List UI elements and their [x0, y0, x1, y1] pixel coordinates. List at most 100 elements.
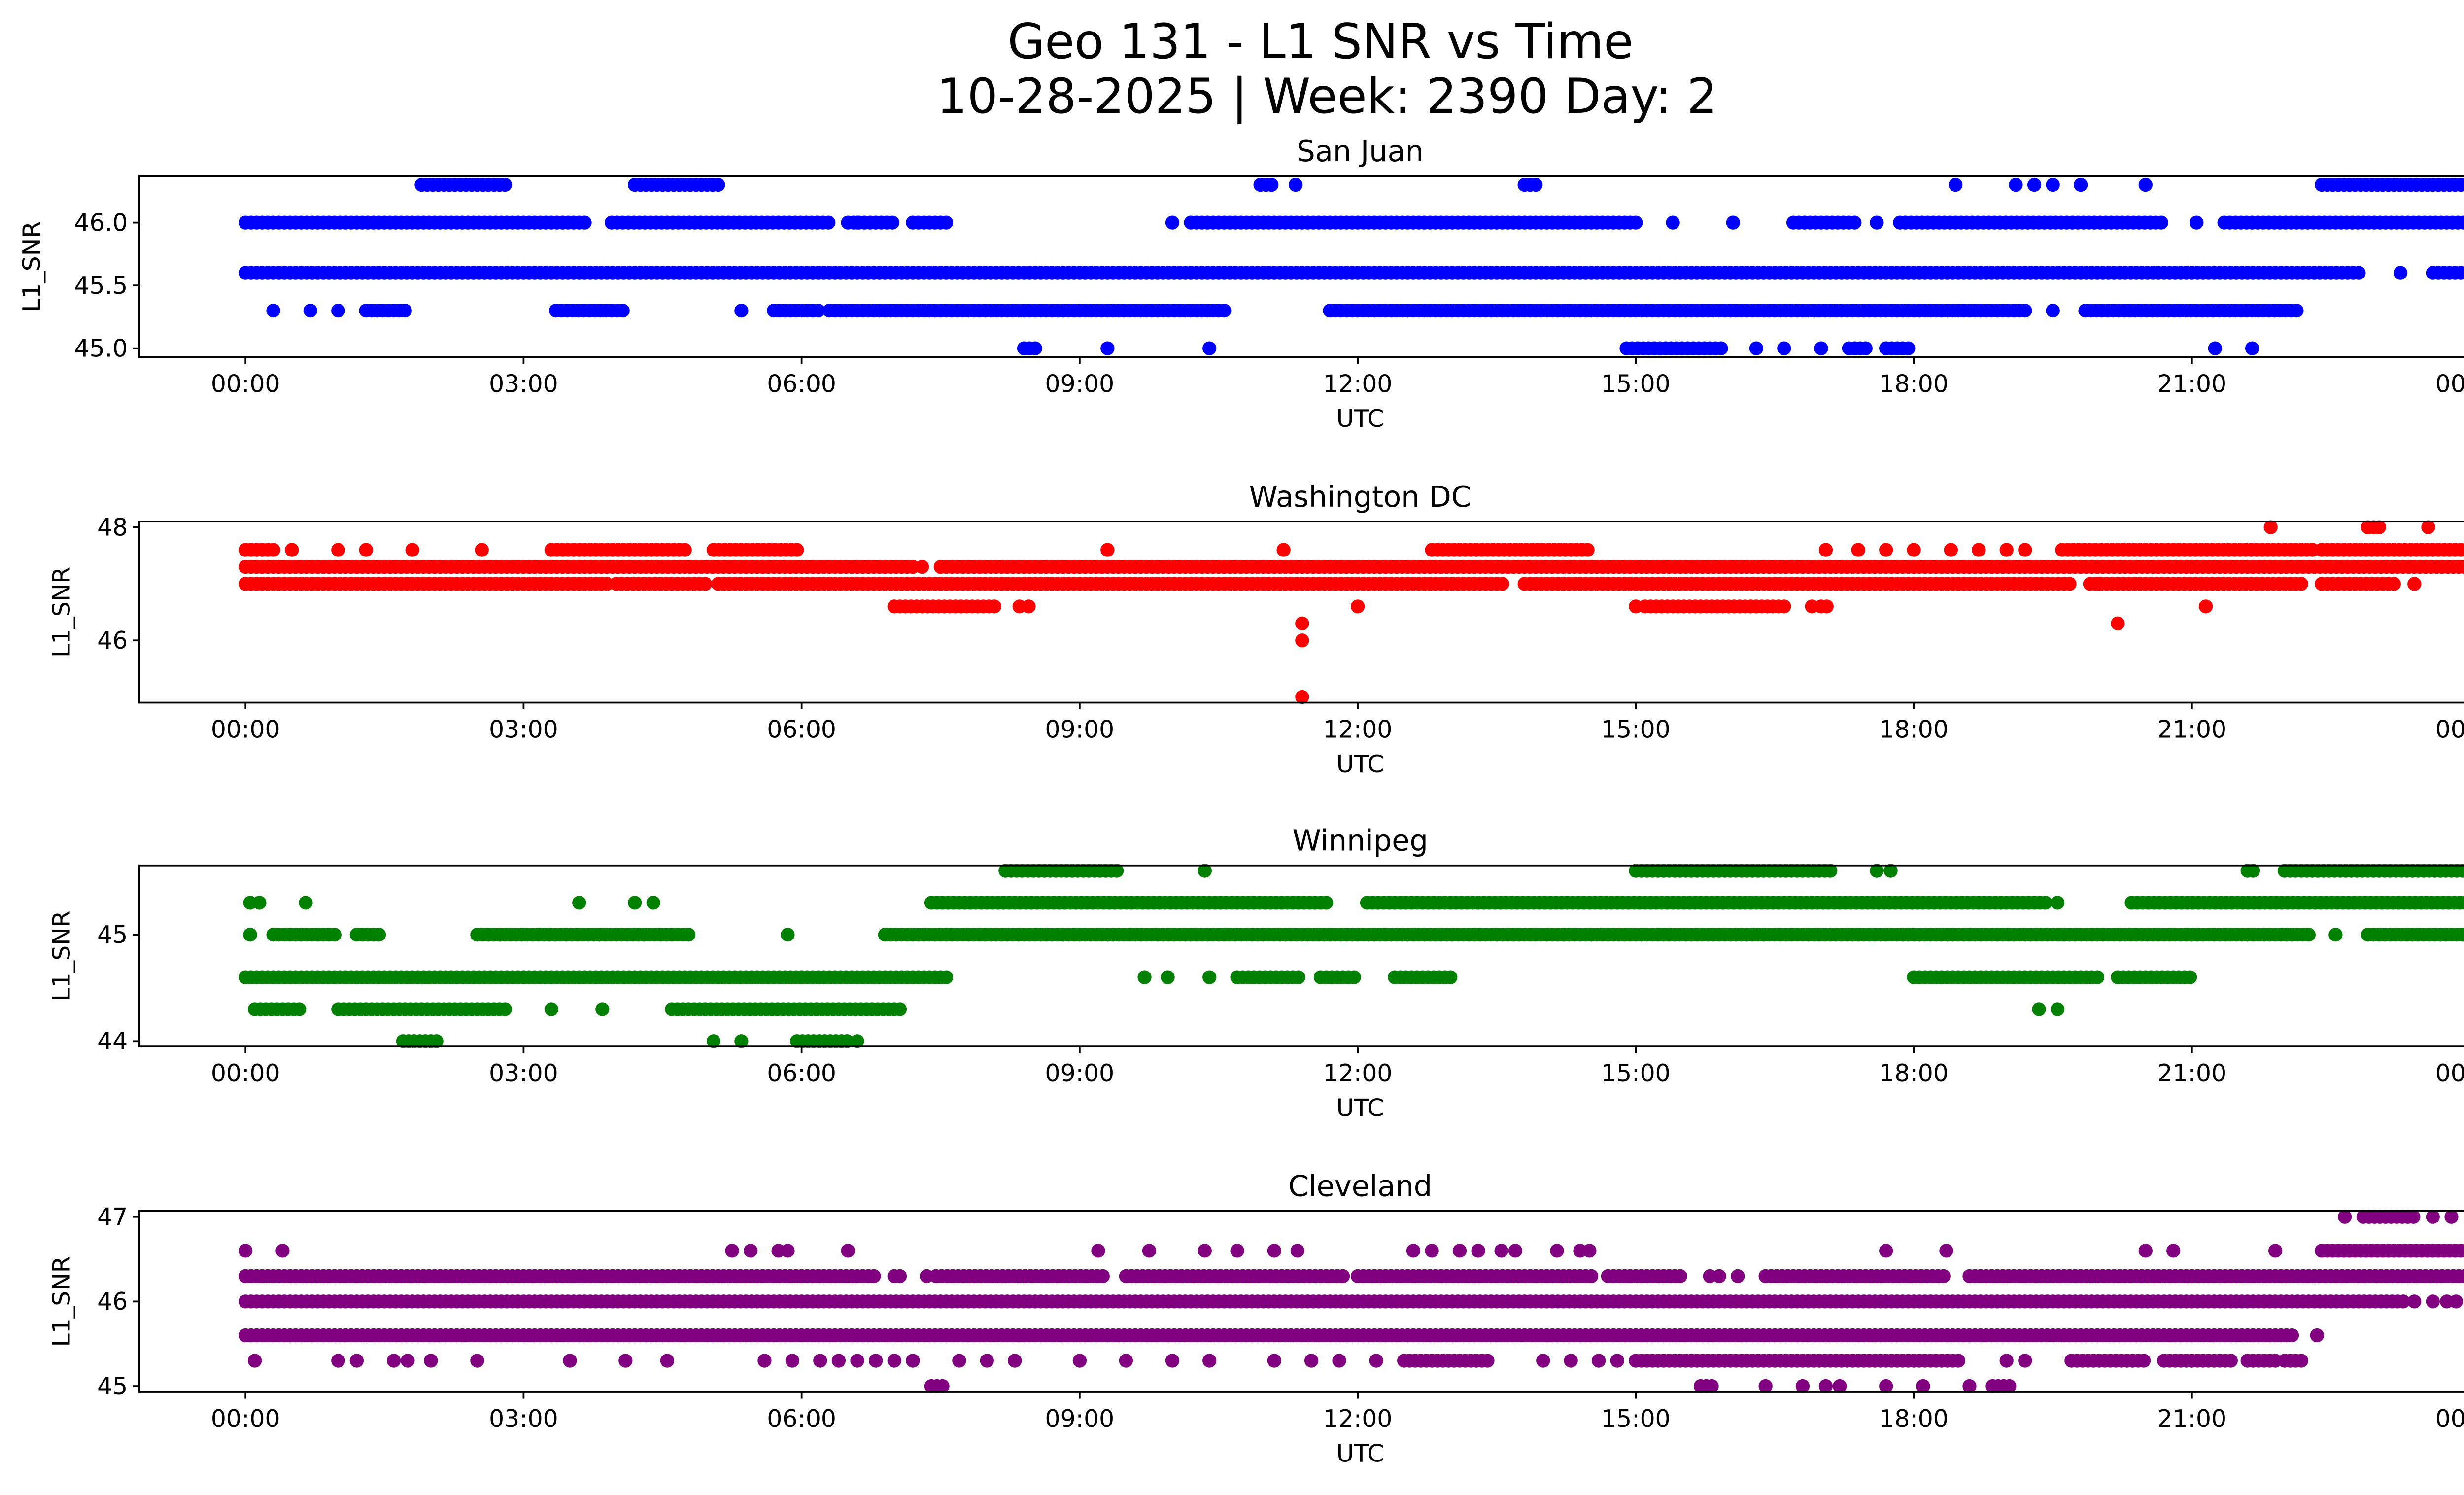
data-points — [239, 520, 2464, 704]
data-point — [1142, 1244, 1157, 1258]
axes-frame — [138, 175, 2464, 358]
data-point — [840, 1034, 854, 1048]
data-point — [1879, 1244, 1893, 1258]
x-tick-label: 06:00 — [767, 1405, 836, 1433]
data-point — [2456, 215, 2464, 230]
data-points — [239, 864, 2464, 1048]
data-point — [2426, 1210, 2440, 1224]
data-point — [1295, 616, 1309, 630]
data-point — [1879, 1379, 1893, 1393]
data-point — [850, 1034, 864, 1048]
x-axis-label: UTC — [1336, 1440, 1384, 1468]
data-point — [2387, 577, 2401, 591]
x-tick-label: 21:00 — [2157, 1405, 2227, 1433]
data-point — [1818, 543, 1833, 557]
data-point — [2032, 1002, 2046, 1016]
data-point — [1795, 1379, 1810, 1393]
data-point — [595, 1002, 610, 1016]
data-point — [1777, 341, 1791, 355]
data-point — [498, 177, 512, 192]
data-point — [1202, 1354, 1217, 1368]
data-point — [349, 1354, 364, 1368]
data-point — [821, 215, 836, 230]
data-point — [867, 1269, 881, 1284]
data-point — [915, 559, 929, 574]
data-point — [790, 543, 804, 557]
data-point — [1425, 1244, 1439, 1258]
x-axis-label: UTC — [1336, 1094, 1384, 1122]
data-point — [2459, 178, 2464, 192]
x-tick-label: 06:00 — [767, 1059, 836, 1087]
y-tick-label: 45 — [97, 1372, 128, 1400]
data-point — [1406, 1244, 1421, 1258]
x-tick-label: 00:00 — [2435, 370, 2464, 398]
data-point — [2301, 928, 2316, 942]
subplot-title: Washington DC — [1249, 480, 1471, 514]
x-tick-label: 06:00 — [767, 715, 836, 743]
x-tick-label: 15:00 — [1601, 1059, 1671, 1087]
data-point — [2407, 1294, 2422, 1309]
data-point — [2136, 1354, 2151, 1368]
data-point — [1198, 864, 1212, 878]
data-point — [2062, 577, 2077, 591]
x-tick-label: 00:00 — [211, 715, 280, 743]
data-point — [1629, 599, 1643, 614]
data-point — [2090, 970, 2105, 984]
data-point — [1072, 1354, 1087, 1368]
y-tick-label: 46 — [97, 1287, 128, 1316]
data-point — [660, 1354, 675, 1368]
data-point — [243, 928, 257, 942]
x-tick-label: 21:00 — [2157, 715, 2227, 743]
data-point — [1901, 341, 1916, 355]
x-tick-label: 00:00 — [2435, 1059, 2464, 1087]
data-point — [372, 928, 386, 942]
data-point — [2092, 577, 2106, 591]
data-point — [781, 928, 795, 942]
data-point — [1916, 1379, 1930, 1393]
data-point — [2461, 865, 2464, 877]
data-point — [1347, 970, 1361, 984]
data-point — [1350, 599, 1365, 614]
data-point — [646, 896, 660, 910]
data-point — [1265, 177, 1279, 192]
x-tick-label: 12:00 — [1323, 370, 1393, 398]
data-point — [1758, 1379, 1773, 1393]
data-point — [572, 896, 586, 910]
data-point — [1100, 543, 1115, 557]
x-tick-label: 18:00 — [1879, 1405, 1949, 1433]
data-point — [1480, 1354, 1495, 1368]
data-point — [2074, 177, 2088, 192]
data-point — [1276, 543, 1291, 557]
data-point — [980, 1354, 994, 1368]
data-point — [1008, 1354, 1022, 1368]
data-point — [1666, 215, 1680, 230]
data-point — [1536, 1354, 1550, 1368]
data-point — [299, 896, 313, 910]
data-point — [1495, 577, 1509, 591]
data-point — [2245, 341, 2259, 355]
data-point — [2009, 177, 2023, 192]
data-point — [2457, 559, 2464, 574]
data-point — [2224, 1354, 2238, 1368]
data-point — [813, 1354, 827, 1368]
data-point — [682, 928, 696, 942]
data-point — [1814, 341, 1828, 355]
data-point — [398, 304, 412, 318]
data-point — [2294, 577, 2308, 591]
x-tick-label: 21:00 — [2157, 1059, 2227, 1087]
data-point — [1818, 1379, 1833, 1393]
subplot-title: San Juan — [1297, 134, 1424, 168]
y-tick-label: 44 — [97, 1027, 128, 1055]
data-point — [331, 1354, 345, 1368]
data-point — [2396, 1294, 2410, 1309]
x-tick-label: 09:00 — [1045, 1059, 1115, 1087]
x-tick-label: 00:00 — [2435, 1405, 2464, 1433]
data-point — [429, 1034, 444, 1048]
data-point — [1629, 215, 1643, 230]
x-tick-label: 09:00 — [1045, 1405, 1115, 1433]
data-point — [2462, 217, 2464, 228]
